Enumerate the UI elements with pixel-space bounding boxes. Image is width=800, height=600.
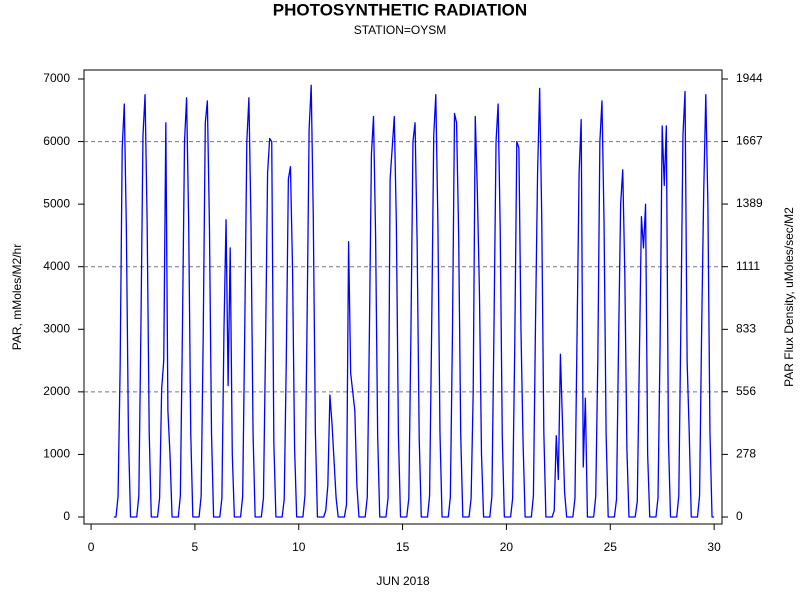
y2-tick-label: 278 — [736, 447, 756, 461]
y-tick-label: 0 — [63, 509, 70, 523]
x-axis-label: JUN 2018 — [376, 574, 430, 588]
y-axis-label: PAR, mMoles/M2/hr — [10, 244, 24, 350]
x-tick-label: 15 — [396, 540, 410, 554]
y2-tick-label: 1389 — [736, 196, 763, 210]
y2-tick-label: 556 — [736, 384, 756, 398]
plot-frame — [83, 69, 723, 525]
y-tick-label: 4000 — [43, 259, 70, 273]
y2-tick-label: 0 — [736, 509, 743, 523]
y-tick-label: 2000 — [43, 384, 70, 398]
x-tick-label: 5 — [192, 540, 199, 554]
x-tick-label: 10 — [292, 540, 306, 554]
y-tick-label: 1000 — [43, 447, 70, 461]
x-tick-label: 20 — [500, 540, 514, 554]
chart-subtitle: STATION=OYSM — [354, 23, 447, 37]
x-tick-label: 25 — [604, 540, 618, 554]
chart-title: PHOTOSYNTHETIC RADIATION — [273, 0, 527, 19]
data-line — [113, 84, 715, 518]
y2-tick-label: 1667 — [736, 134, 763, 148]
y-tick-label: 7000 — [43, 71, 70, 85]
y-tick-label: 3000 — [43, 321, 70, 335]
y2-tick-label: 1111 — [736, 259, 760, 273]
x-tick-label: 0 — [88, 540, 95, 554]
y-tick-label: 5000 — [43, 196, 70, 210]
y2-tick-label: 1944 — [736, 71, 763, 85]
x-tick-label: 30 — [707, 540, 721, 554]
y-tick-label: 6000 — [43, 134, 70, 148]
y2-tick-label: 833 — [736, 322, 756, 336]
y2-axis-label: PAR Flux Density, uMoles/sec/M2 — [782, 207, 796, 387]
